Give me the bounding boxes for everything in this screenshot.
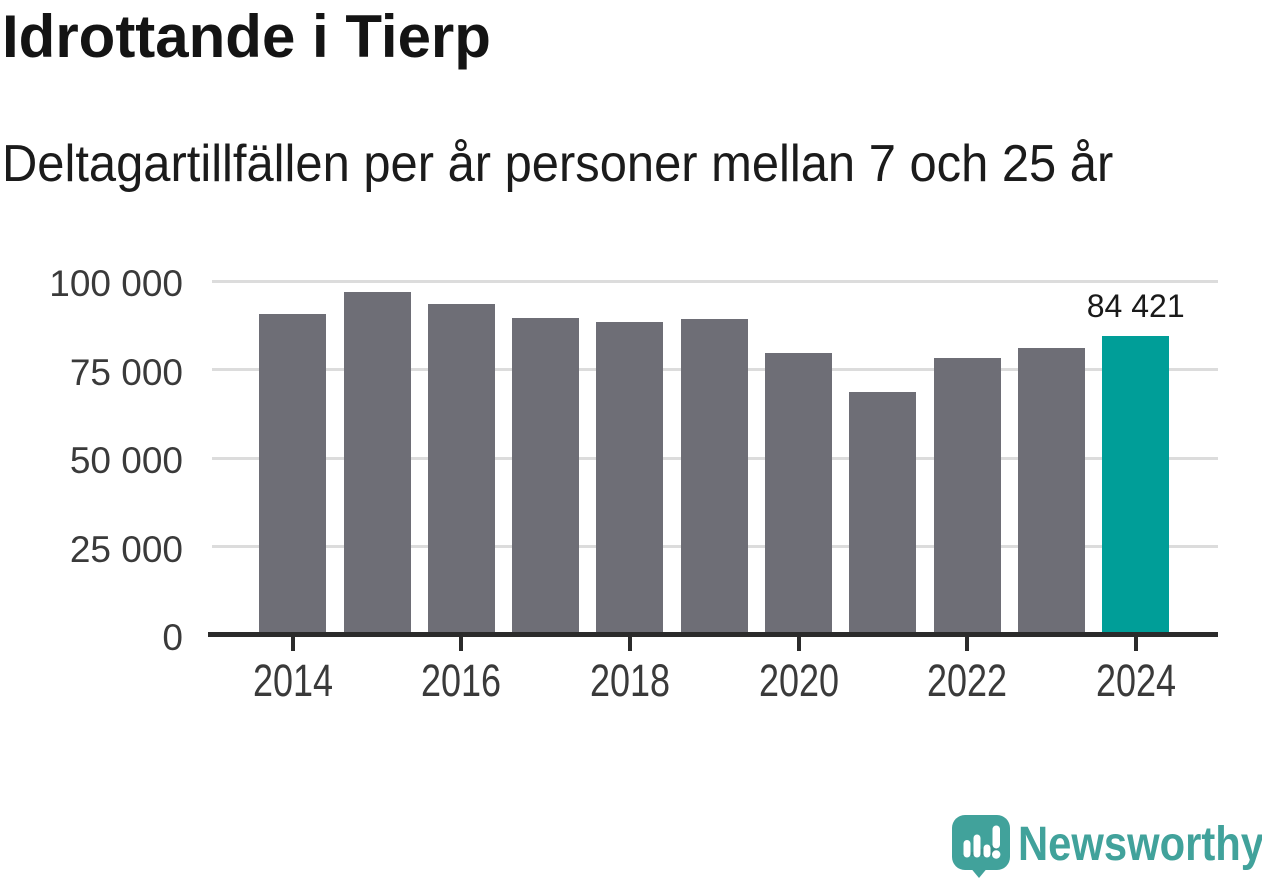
x-axis-label: 2020 <box>758 655 839 706</box>
bar-2014 <box>259 313 327 636</box>
bar-2016 <box>427 304 495 636</box>
bar-2023 <box>1017 347 1085 636</box>
bar-2019 <box>680 318 748 636</box>
x-axis-label: 2016 <box>421 655 502 706</box>
x-axis-tick <box>965 637 970 651</box>
x-axis-label: 2018 <box>589 655 670 706</box>
y-axis-label: 0 <box>162 617 183 658</box>
bar-2017 <box>512 318 580 636</box>
bar-2020 <box>765 353 832 636</box>
bar-2024 <box>1102 336 1170 636</box>
bar-2015 <box>343 291 411 636</box>
chart-subtitle: Deltagartillfällen per år personer mella… <box>2 135 1114 193</box>
bar-2018 <box>596 321 664 636</box>
x-axis-tick <box>459 637 464 651</box>
y-axis-label: 50 000 <box>69 440 183 481</box>
chart-title: Idrottande i Tierp <box>2 3 491 70</box>
x-axis-tick <box>1133 637 1138 651</box>
bar-2022 <box>933 357 1001 636</box>
highlighted-value-label: 84 421 <box>1086 288 1185 324</box>
y-axis-label: 25 000 <box>69 528 183 570</box>
x-axis-tick <box>290 637 295 651</box>
gridline-100000 <box>212 279 1218 283</box>
bar-2021 <box>849 391 917 636</box>
y-axis-label: 100 000 <box>49 263 183 304</box>
x-axis-line <box>208 632 1218 637</box>
x-axis-tick <box>627 637 632 651</box>
x-axis-label: 2022 <box>927 655 1008 706</box>
x-axis-label: 2014 <box>252 655 333 706</box>
y-axis-label: 75 000 <box>69 351 183 393</box>
x-axis-tick <box>796 637 801 651</box>
bar-chart-exclamation-bubble-icon <box>952 815 1010 878</box>
x-axis-label: 2024 <box>1095 655 1176 706</box>
newsworthy-wordmark: Newsworthy <box>1018 818 1262 871</box>
